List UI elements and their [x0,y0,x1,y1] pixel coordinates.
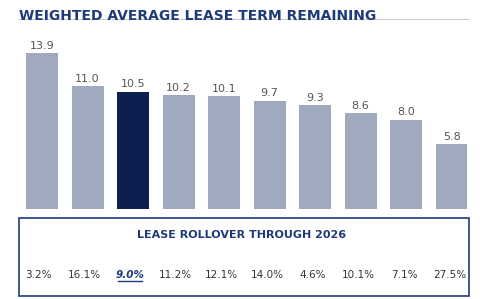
Text: AGREE
REITY: AGREE REITY [31,226,53,237]
Bar [208,96,240,209]
Text: 11.0: 11.0 [76,74,100,84]
Text: 12.1%: 12.1% [205,270,238,280]
Text: 9.0%: 9.0% [116,270,145,280]
Bar [345,113,377,209]
Text: BROADSTONE
NET LEASE: BROADSTONE NET LEASE [111,226,155,237]
Text: 5.8: 5.8 [443,132,460,142]
Text: 10.1%: 10.1% [342,270,375,280]
Bar [299,105,331,209]
Text: 9.7: 9.7 [261,88,278,98]
Text: 7.1%: 7.1% [391,270,418,280]
Text: NNN
REIT: NNN REIT [217,226,231,237]
Text: 10.2: 10.2 [166,83,191,93]
Text: NETSTREIT: NETSTREIT [298,226,332,231]
Text: 16.1%: 16.1% [68,270,101,280]
Bar [254,100,286,209]
Text: W.P.
CAREY: W.P. CAREY [77,226,98,237]
Bar [72,86,104,209]
Text: LXP
INDUSTRIAL: LXP INDUSTRIAL [433,226,470,237]
Bar [117,91,149,209]
Text: CROSSAMERICA
CORPORATION: CROSSAMERICA CORPORATION [336,226,385,237]
Text: 3.2%: 3.2% [26,270,52,280]
Text: 10.5: 10.5 [121,79,145,89]
Text: 14.0%: 14.0% [251,270,284,280]
Bar [436,144,468,209]
Text: 8.0: 8.0 [397,107,415,118]
Text: LEASE ROLLOVER THROUGH 2026: LEASE ROLLOVER THROUGH 2026 [137,230,347,240]
Text: 10.1: 10.1 [212,84,236,94]
Text: WEIGHTED AVERAGE LEASE TERM REMAINING: WEIGHTED AVERAGE LEASE TERM REMAINING [19,9,377,23]
Bar [26,54,58,209]
Bar [390,120,422,209]
Text: 27.5%: 27.5% [434,270,467,280]
Bar [163,95,195,209]
Text: 4.6%: 4.6% [300,270,326,280]
Text: SPIRIT: SPIRIT [169,226,188,231]
Text: REALTY
INCOME: REALTY INCOME [257,226,282,237]
Text: 8.6: 8.6 [352,101,369,111]
Text: FOUR CORNERS
PROP TRUST: FOUR CORNERS PROP TRUST [381,226,431,237]
Text: 13.9: 13.9 [30,41,55,51]
Text: 11.2%: 11.2% [159,270,193,280]
Text: 9.3: 9.3 [306,93,324,103]
